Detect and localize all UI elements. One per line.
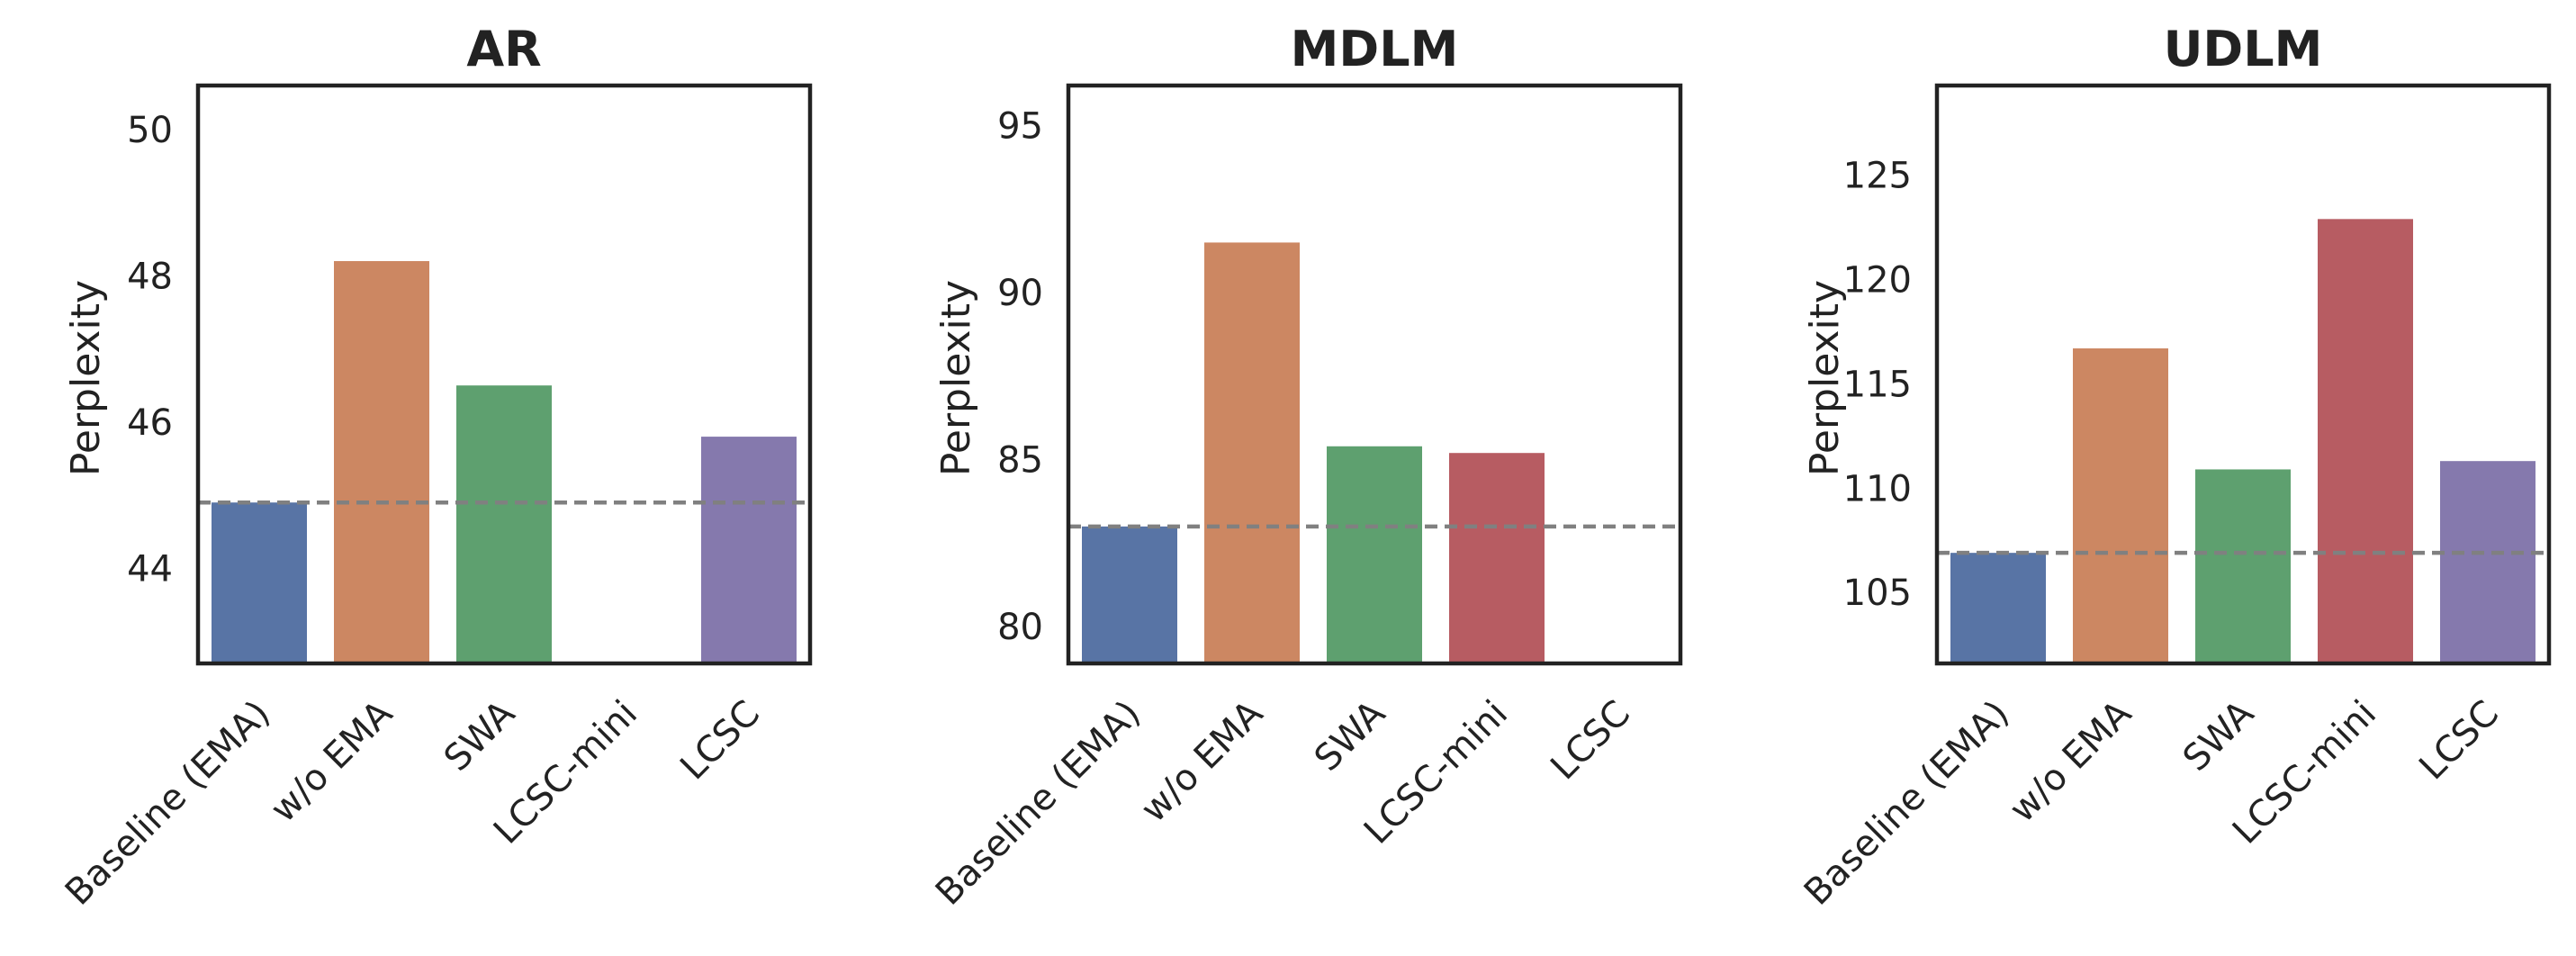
- x-tick-label: w/o EMA: [2002, 692, 2140, 831]
- plot-frame: [195, 83, 813, 666]
- bar-lcsc-mini: [1449, 453, 1545, 663]
- y-axis-label: Perplexity: [1802, 280, 1848, 476]
- x-tick-label: Baseline (EMA): [58, 693, 278, 914]
- bar-baseline-ema: [212, 502, 307, 663]
- y-tick-label: 110: [1843, 468, 1912, 510]
- bars: [1082, 242, 1545, 663]
- x-tick-label: LCSC: [672, 693, 768, 789]
- y-ticks: 44 46 48 50: [127, 110, 173, 591]
- y-tick-label: 85: [997, 440, 1043, 482]
- x-tick-label: Baseline (EMA): [928, 693, 1148, 914]
- y-tick-label: 80: [997, 607, 1043, 648]
- x-tick-label: w/o EMA: [263, 692, 401, 831]
- y-tick-label: 90: [997, 273, 1043, 314]
- x-tick-label: w/o EMA: [1133, 692, 1272, 831]
- x-tick-label: SWA: [1307, 692, 1394, 780]
- bar-swa: [456, 385, 552, 663]
- bar-baseline-ema: [1082, 526, 1177, 663]
- bar-lcsc: [2440, 461, 2535, 663]
- bar-baseline-ema: [1950, 553, 2046, 663]
- bars: [212, 261, 797, 663]
- bar-w-o-ema: [334, 261, 429, 663]
- bar-lcsc: [701, 437, 797, 663]
- plot-frame: [1066, 83, 1683, 666]
- panel-title: MDLM: [1291, 21, 1459, 77]
- bar-swa: [1327, 446, 1422, 663]
- y-ticks: 80 85 90 95: [997, 106, 1043, 649]
- y-tick-label: 95: [997, 106, 1043, 148]
- y-tick-label: 46: [127, 402, 173, 444]
- bar-lcsc-mini: [2318, 219, 2413, 663]
- panel-title: UDLM: [2164, 21, 2323, 77]
- y-tick-label: 115: [1843, 364, 1912, 405]
- bar-w-o-ema: [2073, 348, 2168, 663]
- y-ticks: 105 110 115 120 125: [1843, 156, 1912, 615]
- y-tick-label: 50: [127, 110, 173, 151]
- y-axis-label: Perplexity: [933, 280, 979, 476]
- bars: [1950, 219, 2535, 663]
- y-tick-label: 44: [127, 548, 173, 590]
- x-tick-label: LCSC: [1543, 693, 1638, 789]
- x-tick-label: SWA: [2175, 692, 2263, 780]
- bar-swa: [2195, 469, 2291, 663]
- y-tick-label: 105: [1843, 573, 1912, 614]
- x-tick-label: SWA: [437, 692, 524, 780]
- x-tick-label: LCSC: [2411, 693, 2507, 789]
- panel-title: AR: [466, 21, 541, 77]
- y-tick-label: 48: [127, 256, 173, 297]
- plot-frame: [1934, 83, 2552, 666]
- panel-mdlm: MDLM Perplexity 80 85 90 95 Baseline (EMA)w…: [928, 21, 1683, 914]
- panel-ar: AR Perplexity 44 46 48 50 Baseline (EMA)w/o…: [58, 21, 813, 914]
- x-tick-label: Baseline (EMA): [1797, 693, 2017, 914]
- y-axis-label: Perplexity: [63, 280, 109, 476]
- y-tick-label: 120: [1843, 260, 1912, 302]
- y-tick-label: 125: [1843, 156, 1912, 197]
- bar-w-o-ema: [1204, 242, 1300, 663]
- panel-udlm: UDLM Perplexity 105 110 115 120 125 Baseline…: [1797, 21, 2552, 914]
